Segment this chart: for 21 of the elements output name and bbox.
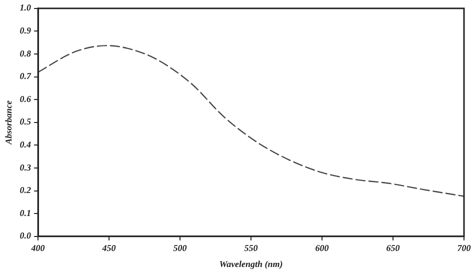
y-tick-label: 0.7 (20, 71, 32, 82)
x-tick-label: 450 (101, 243, 116, 254)
y-tick-label: 0.4 (20, 140, 32, 150)
line-series (38, 44, 464, 197)
y-tick-label: 0.0 (20, 230, 32, 241)
y-tick-label: 0.2 (20, 185, 32, 196)
y-tick-label: 0.6 (20, 94, 32, 104)
x-axis-title: Wavelength (nm) (219, 258, 283, 269)
y-tick-label: 0.9 (20, 26, 32, 36)
y-tick-label: 0.8 (20, 48, 32, 58)
x-tick-label: 550 (244, 243, 258, 254)
y-axis-title: Absorbance (4, 100, 14, 146)
x-tick-label: 400 (30, 243, 46, 254)
y-tick-label: 1.0 (20, 2, 32, 13)
x-tick-label: 500 (173, 243, 188, 254)
y-tick-label: 0.1 (20, 208, 32, 218)
y-tick-label: 0.5 (20, 116, 32, 127)
x-tick-label: 700 (457, 243, 472, 254)
x-tick-label: 600 (315, 243, 330, 254)
y-tick-label: 0.3 (20, 162, 32, 172)
x-tick-label: 650 (386, 243, 400, 254)
